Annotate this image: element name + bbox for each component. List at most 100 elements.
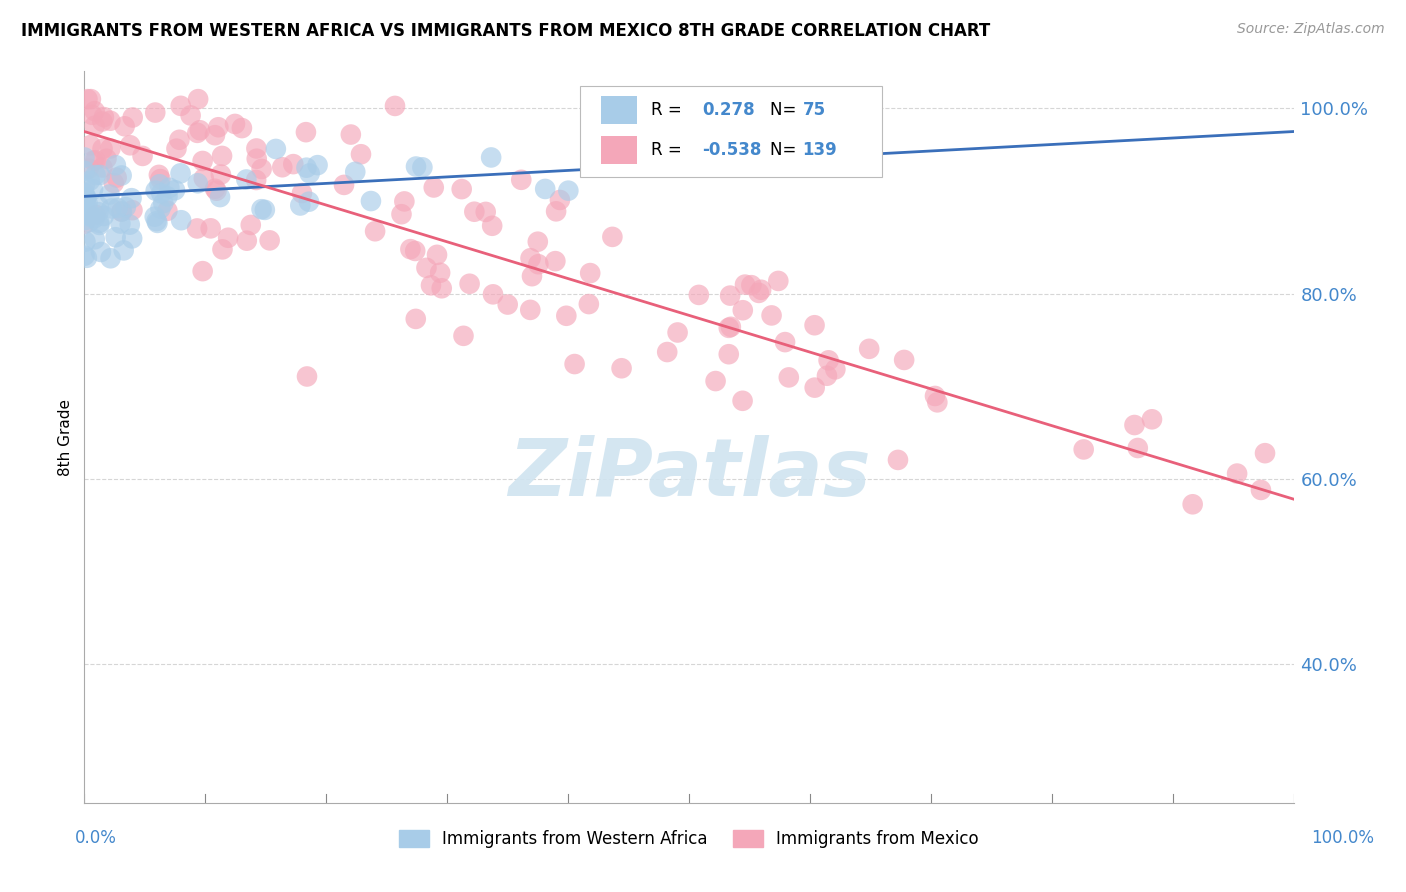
Point <box>887 453 910 467</box>
Point <box>1254 446 1277 460</box>
Point <box>187 176 209 190</box>
Point <box>209 168 232 182</box>
Point <box>169 133 191 147</box>
Point <box>170 99 193 113</box>
Point <box>519 252 541 266</box>
Point <box>90 244 112 259</box>
Point <box>73 186 96 201</box>
Point <box>534 182 557 196</box>
Point <box>666 326 689 340</box>
Point <box>295 369 318 384</box>
Point <box>748 285 770 300</box>
Point <box>557 184 579 198</box>
Point <box>98 187 121 202</box>
Point <box>858 342 880 356</box>
Point <box>360 194 382 208</box>
Point <box>76 251 98 265</box>
Point <box>75 192 97 206</box>
Point <box>307 158 329 172</box>
Point <box>146 216 169 230</box>
Point <box>579 266 602 280</box>
Point <box>602 230 624 244</box>
Point <box>93 110 115 124</box>
Point <box>76 196 98 211</box>
Point <box>100 202 122 216</box>
Point <box>453 328 475 343</box>
Point <box>89 216 111 230</box>
Point <box>83 211 105 226</box>
Point <box>817 353 839 368</box>
Point <box>118 218 141 232</box>
Point <box>114 120 136 134</box>
Point <box>73 217 96 231</box>
Point <box>84 168 107 182</box>
Point <box>803 318 825 333</box>
Point <box>250 161 273 176</box>
Point <box>657 345 679 359</box>
Point <box>704 374 727 388</box>
Point <box>204 182 226 196</box>
Point <box>450 182 472 196</box>
Point <box>391 207 413 221</box>
Point <box>211 243 233 257</box>
Point <box>110 204 132 219</box>
Point <box>107 201 129 215</box>
Point <box>76 92 98 106</box>
Point <box>344 165 367 179</box>
Point <box>120 138 142 153</box>
Point <box>149 172 172 186</box>
Point <box>77 204 100 219</box>
Point <box>186 126 208 140</box>
Point <box>720 319 742 334</box>
Point <box>246 152 269 166</box>
Point <box>718 288 741 302</box>
Point <box>298 166 321 180</box>
Point <box>235 172 257 186</box>
Text: N=: N= <box>770 141 801 159</box>
Point <box>104 158 127 172</box>
Point <box>236 234 259 248</box>
Point <box>430 281 453 295</box>
Point <box>411 161 433 175</box>
Point <box>824 362 846 376</box>
Point <box>340 128 363 142</box>
Point <box>474 205 496 219</box>
Point <box>82 183 104 197</box>
Text: ZiPatlas: ZiPatlas <box>508 434 870 513</box>
Point <box>200 221 222 235</box>
Point <box>224 117 246 131</box>
Point <box>186 221 208 235</box>
FancyBboxPatch shape <box>600 136 637 163</box>
Text: IMMIGRANTS FROM WESTERN AFRICA VS IMMIGRANTS FROM MEXICO 8TH GRADE CORRELATION C: IMMIGRANTS FROM WESTERN AFRICA VS IMMIGR… <box>21 22 990 40</box>
Point <box>82 153 104 168</box>
Point <box>298 194 321 209</box>
Point <box>111 169 134 183</box>
Point <box>169 166 191 180</box>
Point <box>73 199 96 213</box>
Point <box>79 174 101 188</box>
Point <box>159 180 181 194</box>
Point <box>76 208 98 222</box>
Point <box>152 196 174 211</box>
Point <box>207 120 229 135</box>
Point <box>114 200 136 214</box>
Point <box>610 361 633 376</box>
Point <box>121 203 143 218</box>
Point <box>98 113 121 128</box>
Text: 0.0%: 0.0% <box>75 829 117 847</box>
Point <box>80 92 103 106</box>
Point <box>404 244 426 258</box>
Point <box>526 235 548 249</box>
Point <box>405 312 427 326</box>
Point <box>1226 467 1249 481</box>
Point <box>170 213 193 227</box>
Point <box>259 233 281 247</box>
Point <box>75 235 97 249</box>
Text: 100.0%: 100.0% <box>1312 829 1374 847</box>
Point <box>156 203 179 218</box>
Point <box>364 224 387 238</box>
Point <box>163 183 186 197</box>
Point <box>121 191 143 205</box>
Point <box>239 218 262 232</box>
Point <box>544 254 567 268</box>
